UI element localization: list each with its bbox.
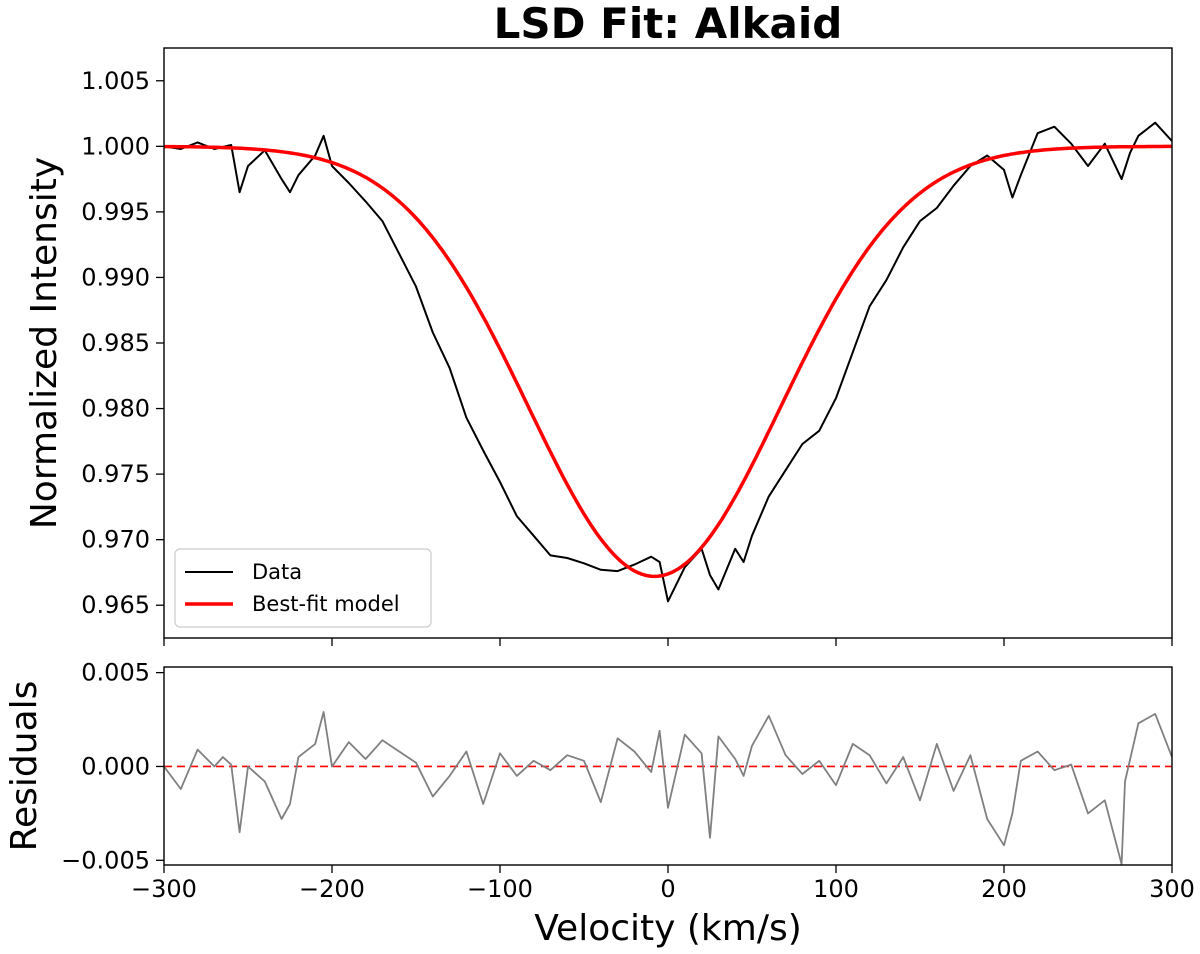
residual-plot-frame [163, 666, 1173, 866]
main-x-ticks [163, 638, 1173, 646]
legend-model-label: Best-fit model [252, 592, 400, 616]
main-y-tick-label: 0.975 [81, 460, 150, 488]
main-y-tick-label: 0.990 [81, 263, 150, 291]
legend-box [174, 548, 432, 628]
main-y-ticks: 0.965 0.970 0.975 0.980 0.985 0.990 0.995 1.000… [81, 67, 164, 619]
main-y-tick-label: 0.970 [81, 526, 150, 554]
x-axis-label: Velocity (km/s) [534, 908, 802, 949]
residual-x-ticks: −300 −200 −100 0 100 200 300 [131, 865, 1195, 903]
main-y-tick-label: 0.995 [81, 198, 150, 226]
x-tick-label: −200 [299, 875, 365, 903]
main-panel: 0.965 0.970 0.975 0.980 0.985 0.990 0.995 1.000… [24, 47, 1173, 646]
model-series-line [164, 144, 1172, 579]
residual-y-tick-label: 0.005 [81, 659, 150, 687]
main-y-tick-label: 0.965 [81, 591, 150, 619]
main-y-tick-label: 0.980 [81, 395, 150, 423]
x-tick-label: 200 [981, 875, 1027, 903]
chart-title: LSD Fit: Alkaid [494, 0, 843, 48]
residual-y-tick-label: 0.000 [81, 752, 150, 780]
main-plot-frame [163, 47, 1173, 639]
main-y-tick-label: 1.005 [81, 67, 150, 95]
residual-y-tick-label: −0.005 [61, 846, 150, 874]
main-y-tick-label: 1.000 [81, 132, 150, 160]
residual-y-ticks: −0.005 0.000 0.005 [61, 659, 164, 874]
x-tick-label: 100 [813, 875, 859, 903]
legend: Data Best-fit model [174, 548, 432, 628]
x-tick-label: 300 [1149, 875, 1195, 903]
x-tick-label: −100 [467, 875, 533, 903]
data-series-line [164, 121, 1172, 603]
legend-data-label: Data [252, 560, 302, 584]
x-tick-label: 0 [660, 875, 675, 903]
main-y-axis-label: Normalized Intensity [24, 157, 65, 529]
main-y-tick-label: 0.985 [81, 329, 150, 357]
x-tick-label: −300 [131, 875, 197, 903]
residual-series-line [164, 711, 1172, 865]
residual-y-axis-label: Residuals [4, 681, 45, 852]
